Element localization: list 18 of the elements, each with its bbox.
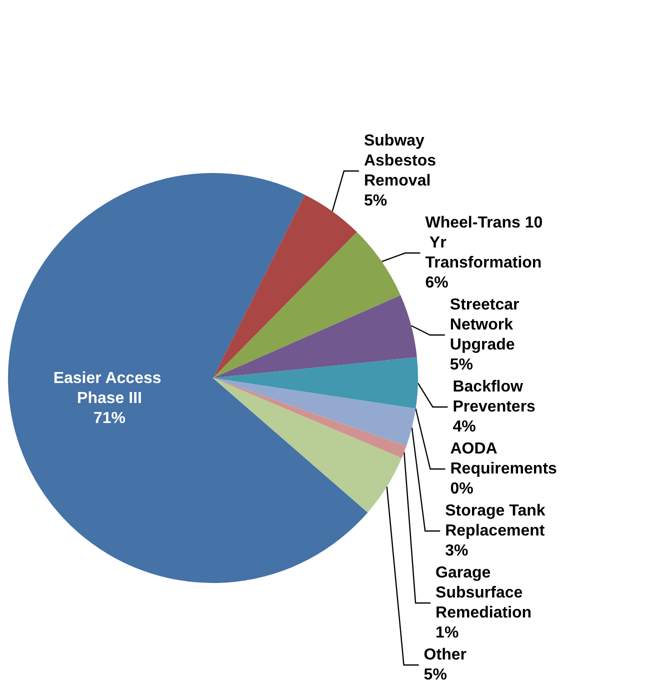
- slice-label: Backflow Preventers: [452, 378, 536, 416]
- slice-label: Easier Access Phase III: [53, 370, 166, 407]
- slice-label: Garage Subsurface Remediation: [436, 564, 532, 622]
- data-label: 3%: [445, 542, 468, 560]
- slice-label: Subway Asbestos Removal: [364, 132, 440, 190]
- data-label: 5%: [364, 192, 388, 210]
- slice-label: Wheel-Trans 10 Yr Transformation: [425, 214, 543, 272]
- data-label: 71%: [93, 410, 126, 427]
- data-label: 5%: [450, 356, 474, 374]
- text: 0%: [450, 480, 474, 498]
- data-label: 6%: [425, 274, 448, 292]
- slice-label: Streetcar Network Upgrade: [450, 296, 524, 354]
- data-label: 1%: [436, 624, 459, 642]
- category-label: AODA Requirements: [450, 440, 557, 478]
- data-label: 5%: [424, 666, 447, 684]
- slice-label: Other: [424, 646, 466, 664]
- slice-label: Storage Tank Replacement: [445, 502, 550, 540]
- data-label: 4%: [452, 418, 476, 436]
